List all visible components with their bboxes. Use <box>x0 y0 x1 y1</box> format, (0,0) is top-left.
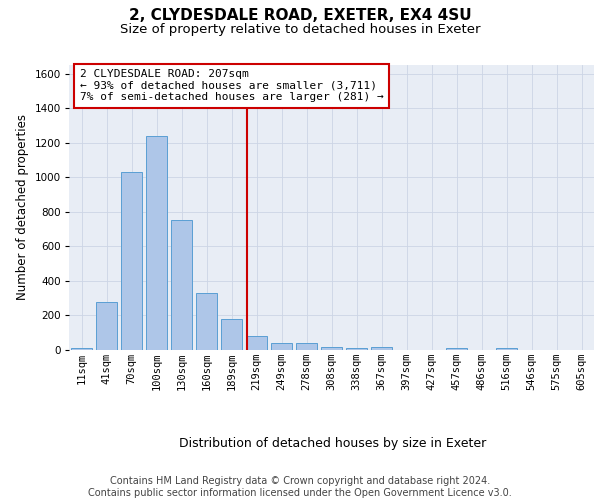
Bar <box>196 293 217 350</box>
Bar <box>71 348 92 350</box>
Bar <box>496 348 517 350</box>
Bar <box>146 136 167 350</box>
Y-axis label: Number of detached properties: Number of detached properties <box>16 114 29 300</box>
Bar <box>121 172 142 350</box>
Bar <box>246 336 267 350</box>
Bar <box>371 346 392 350</box>
Text: 2, CLYDESDALE ROAD, EXETER, EX4 4SU: 2, CLYDESDALE ROAD, EXETER, EX4 4SU <box>128 8 472 22</box>
Bar <box>171 220 192 350</box>
Bar <box>96 302 117 350</box>
Bar <box>321 346 342 350</box>
Text: Contains HM Land Registry data © Crown copyright and database right 2024.
Contai: Contains HM Land Registry data © Crown c… <box>88 476 512 498</box>
Text: Distribution of detached houses by size in Exeter: Distribution of detached houses by size … <box>179 438 487 450</box>
Text: Size of property relative to detached houses in Exeter: Size of property relative to detached ho… <box>120 22 480 36</box>
Bar <box>346 348 367 350</box>
Bar <box>296 344 317 350</box>
Bar <box>446 348 467 350</box>
Bar <box>271 342 292 350</box>
Text: 2 CLYDESDALE ROAD: 207sqm
← 93% of detached houses are smaller (3,711)
7% of sem: 2 CLYDESDALE ROAD: 207sqm ← 93% of detac… <box>79 70 383 102</box>
Bar <box>221 319 242 350</box>
